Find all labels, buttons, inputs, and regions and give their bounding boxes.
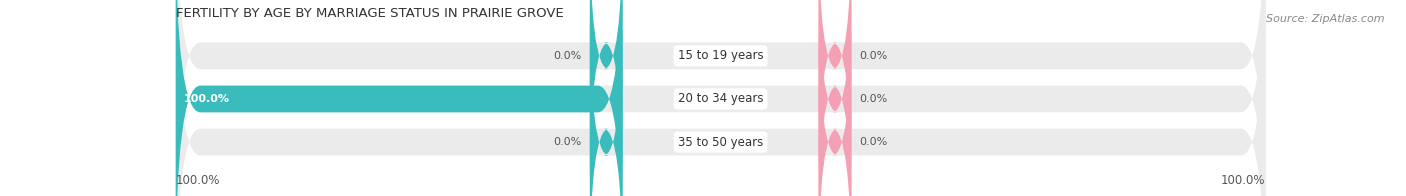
Text: 0.0%: 0.0% (859, 51, 887, 61)
Text: 0.0%: 0.0% (554, 137, 582, 147)
Text: 100.0%: 100.0% (184, 94, 231, 104)
Text: 0.0%: 0.0% (859, 137, 887, 147)
Text: 100.0%: 100.0% (176, 174, 221, 187)
Text: 35 to 50 years: 35 to 50 years (678, 136, 763, 149)
FancyBboxPatch shape (818, 0, 852, 196)
FancyBboxPatch shape (818, 5, 852, 196)
Text: 0.0%: 0.0% (859, 94, 887, 104)
Text: 20 to 34 years: 20 to 34 years (678, 93, 763, 105)
FancyBboxPatch shape (176, 0, 1265, 196)
Text: 0.0%: 0.0% (554, 51, 582, 61)
Text: FERTILITY BY AGE BY MARRIAGE STATUS IN PRAIRIE GROVE: FERTILITY BY AGE BY MARRIAGE STATUS IN P… (176, 7, 564, 20)
Text: Source: ZipAtlas.com: Source: ZipAtlas.com (1267, 14, 1385, 24)
FancyBboxPatch shape (176, 0, 623, 196)
FancyBboxPatch shape (591, 5, 623, 196)
Text: 100.0%: 100.0% (1220, 174, 1265, 187)
FancyBboxPatch shape (176, 0, 1265, 196)
FancyBboxPatch shape (818, 0, 852, 193)
Text: 15 to 19 years: 15 to 19 years (678, 49, 763, 62)
FancyBboxPatch shape (176, 0, 1265, 196)
FancyBboxPatch shape (591, 0, 623, 193)
